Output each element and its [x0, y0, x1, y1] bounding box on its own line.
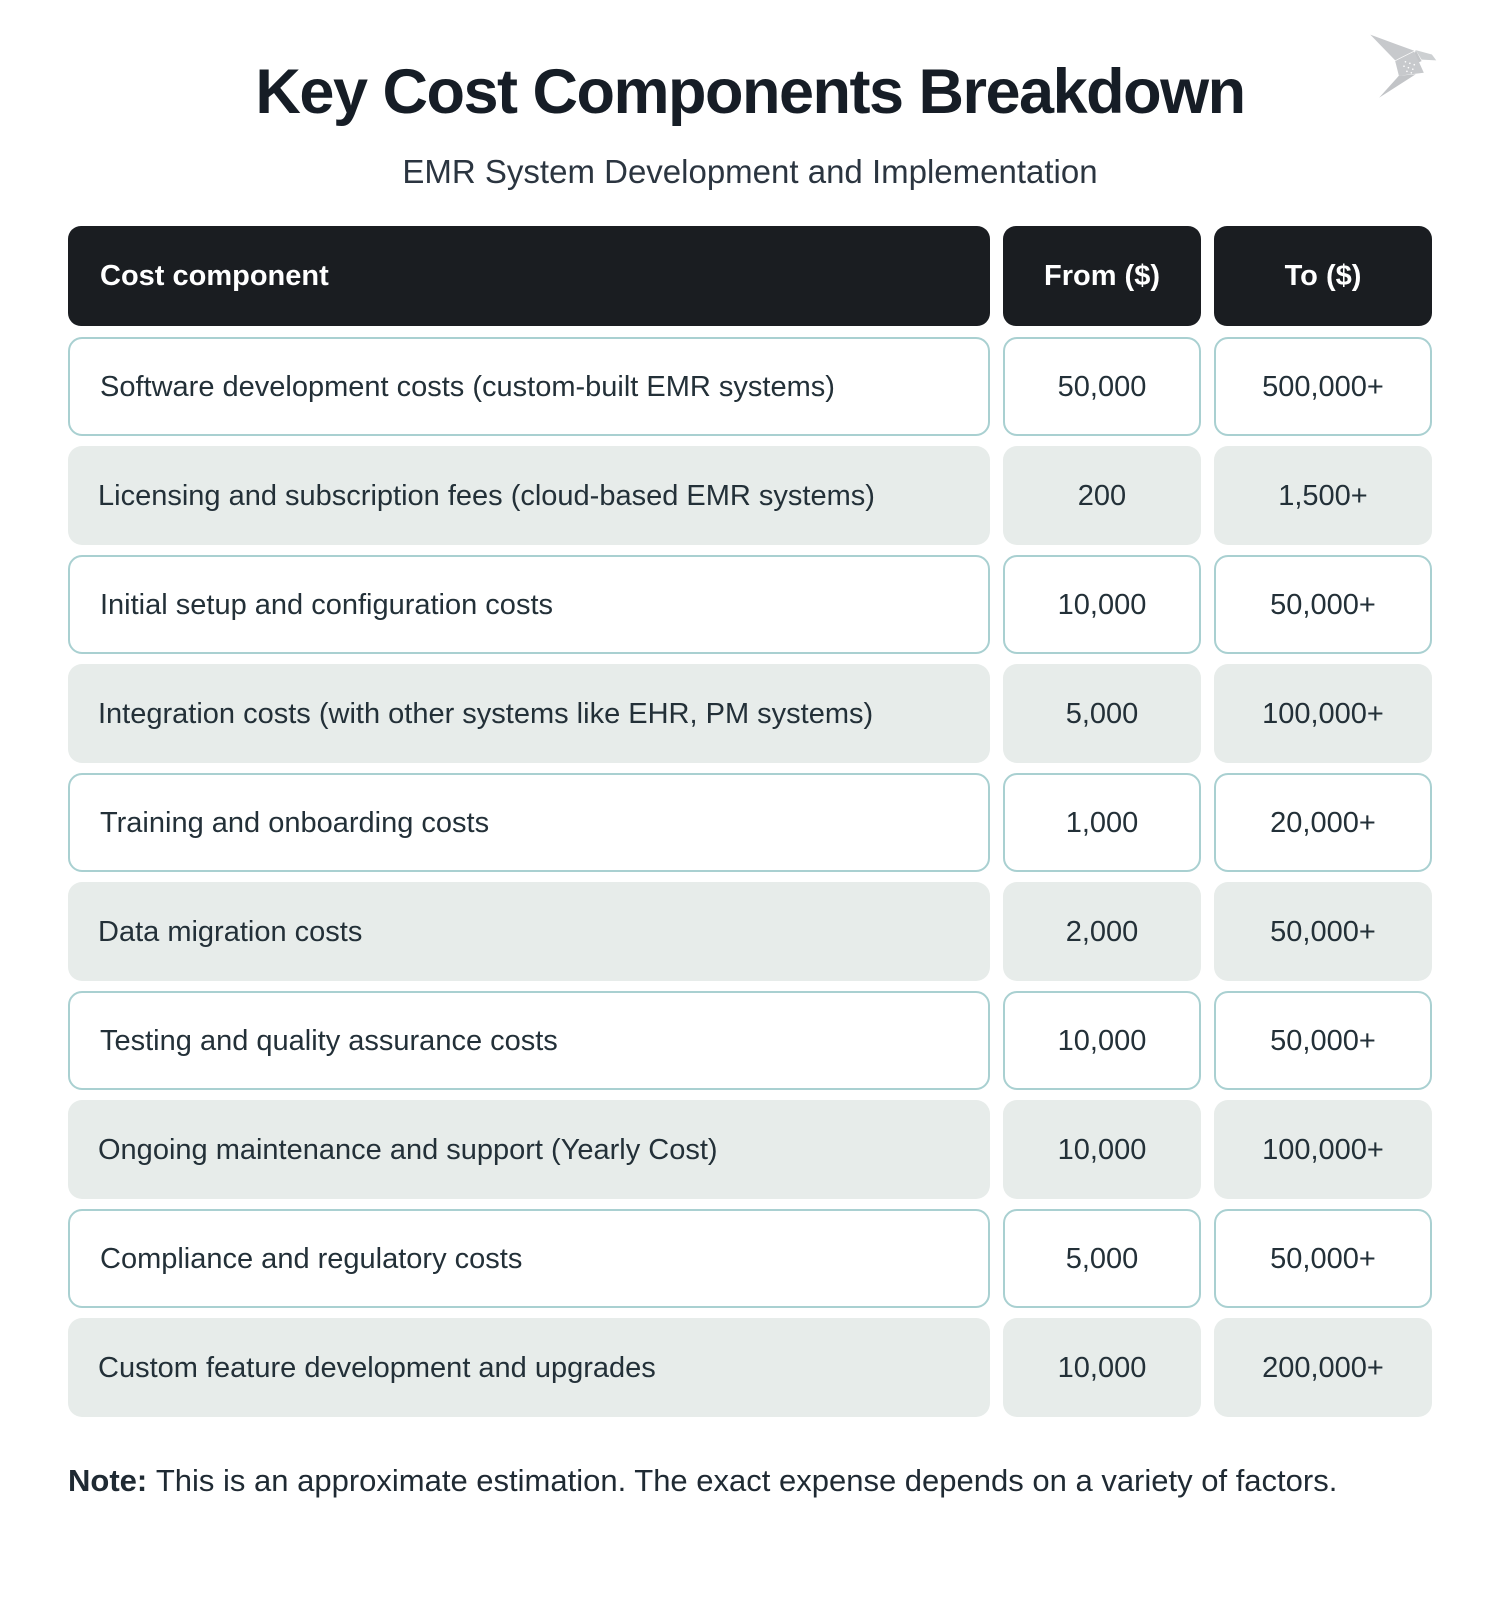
page-title: Key Cost Components Breakdown	[255, 57, 1246, 127]
header-cell-component: Cost component	[68, 226, 990, 327]
cell-from: 10,000	[1003, 991, 1201, 1091]
table-row: Initial setup and configuration costs 10…	[68, 555, 1432, 655]
header-cell-from: From ($)	[1003, 226, 1201, 327]
cell-to: 50,000+	[1214, 1209, 1432, 1309]
header-cell-to: To ($)	[1214, 226, 1432, 327]
note: Note: This is an approximate estimation.…	[68, 1463, 1432, 1499]
cell-from: 1,000	[1003, 773, 1201, 873]
cell-component: Custom feature development and upgrades	[68, 1318, 990, 1418]
table-row: Testing and quality assurance costs 10,0…	[68, 991, 1432, 1091]
cell-component: Training and onboarding costs	[68, 773, 990, 873]
table-header-row: Cost component From ($) To ($)	[68, 226, 1432, 327]
table-row: Integration costs (with other systems li…	[68, 664, 1432, 764]
cell-component: Licensing and subscription fees (cloud-b…	[68, 446, 990, 546]
cell-component: Ongoing maintenance and support (Yearly …	[68, 1100, 990, 1200]
table-row: Training and onboarding costs 1,000 20,0…	[68, 773, 1432, 873]
cell-from: 10,000	[1003, 1318, 1201, 1418]
cell-from: 200	[1003, 446, 1201, 546]
cell-from: 10,000	[1003, 555, 1201, 655]
cell-component: Integration costs (with other systems li…	[68, 664, 990, 764]
table-row: Licensing and subscription fees (cloud-b…	[68, 446, 1432, 546]
cell-component: Testing and quality assurance costs	[68, 991, 990, 1091]
cell-component: Software development costs (custom-built…	[68, 337, 990, 437]
note-text: This is an approximate estimation. The e…	[155, 1463, 1338, 1499]
cell-from: 10,000	[1003, 1100, 1201, 1200]
cell-from: 5,000	[1003, 664, 1201, 764]
cell-to: 1,500+	[1214, 446, 1432, 546]
page: Key Cost Components Breakdown EMR System…	[68, 20, 1448, 1499]
table-row: Compliance and regulatory costs 5,000 50…	[68, 1209, 1432, 1309]
cell-to: 50,000+	[1214, 882, 1432, 982]
table-row: Custom feature development and upgrades …	[68, 1318, 1432, 1418]
cell-component: Initial setup and configuration costs	[68, 555, 990, 655]
origami-bird-icon	[1360, 20, 1448, 108]
cell-to: 200,000+	[1214, 1318, 1432, 1418]
cost-table: Cost component From ($) To ($) Software …	[68, 226, 1432, 1418]
cell-to: 500,000+	[1214, 337, 1432, 437]
cell-to: 100,000+	[1214, 1100, 1432, 1200]
cell-to: 20,000+	[1214, 773, 1432, 873]
table-row: Software development costs (custom-built…	[68, 337, 1432, 437]
cell-to: 50,000+	[1214, 991, 1432, 1091]
table-row: Data migration costs 2,000 50,000+	[68, 882, 1432, 982]
cell-from: 2,000	[1003, 882, 1201, 982]
table-body: Software development costs (custom-built…	[68, 337, 1432, 1418]
page-subtitle: EMR System Development and Implementatio…	[402, 153, 1098, 191]
note-label: Note:	[68, 1463, 156, 1499]
cell-from: 5,000	[1003, 1209, 1201, 1309]
cell-component: Compliance and regulatory costs	[68, 1209, 990, 1309]
cell-to: 100,000+	[1214, 664, 1432, 764]
cell-from: 50,000	[1003, 337, 1201, 437]
cell-component: Data migration costs	[68, 882, 990, 982]
cell-to: 50,000+	[1214, 555, 1432, 655]
table-row: Ongoing maintenance and support (Yearly …	[68, 1100, 1432, 1200]
